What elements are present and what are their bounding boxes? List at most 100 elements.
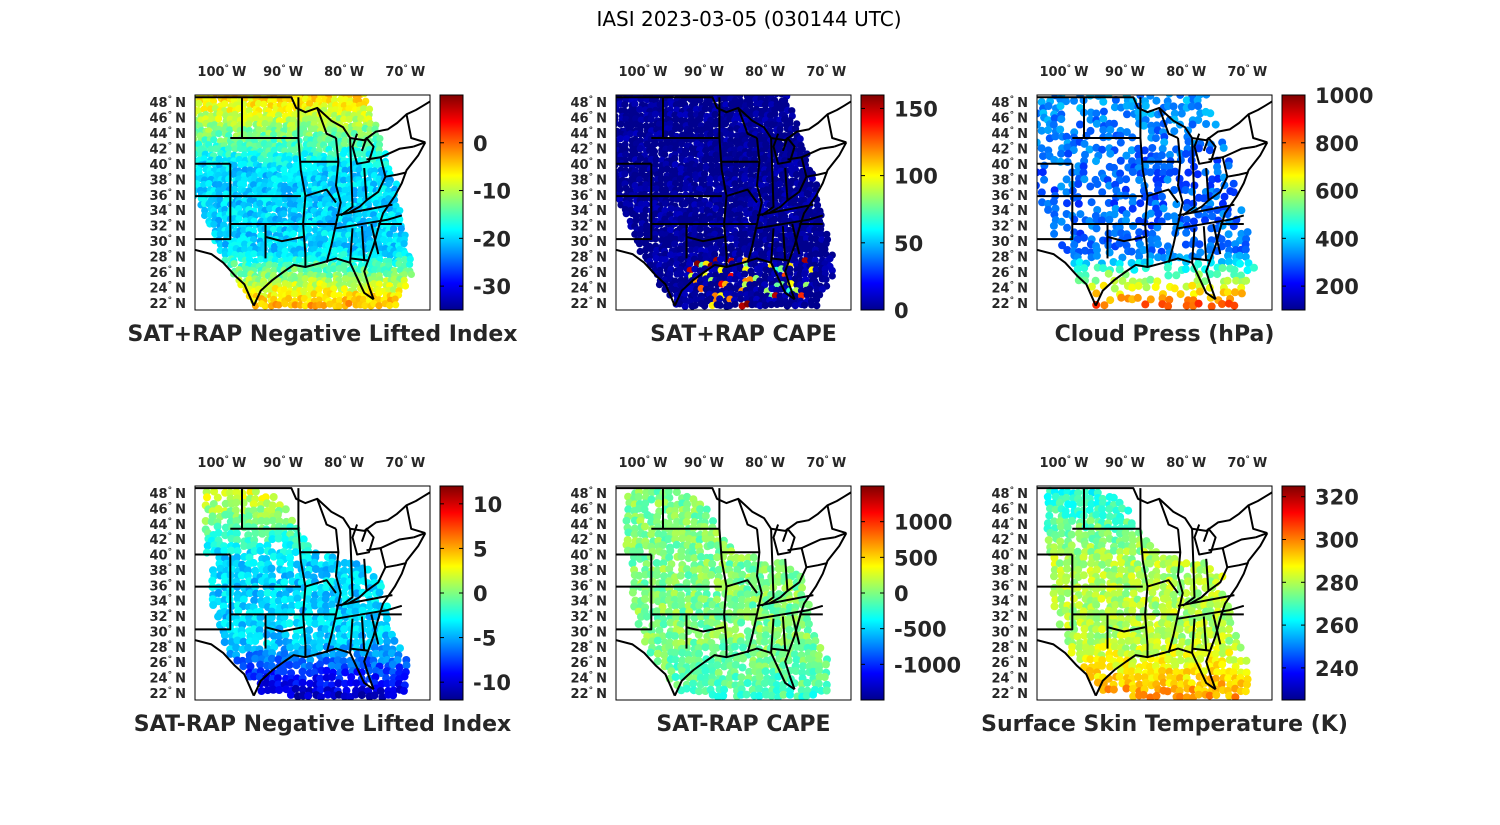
data-point [286, 571, 295, 579]
data-point [203, 541, 212, 550]
border-line [761, 137, 775, 217]
data-point [249, 558, 258, 567]
data-point [345, 115, 353, 123]
data-point [275, 155, 283, 163]
data-point [268, 501, 277, 510]
data-point [200, 155, 208, 163]
data-point [1158, 192, 1166, 201]
lat-tick-label: 38° N [150, 172, 186, 188]
data-point [246, 662, 255, 671]
data-point [1236, 259, 1244, 268]
data-point [320, 301, 328, 310]
colorbar-tick-label: 400 [1315, 227, 1359, 251]
data-point [1159, 168, 1168, 177]
data-point [375, 302, 383, 310]
data-point [250, 672, 259, 681]
data-point [232, 488, 241, 497]
data-point [340, 115, 348, 123]
data-point [647, 518, 656, 527]
data-point [736, 205, 744, 213]
data-point [801, 270, 809, 278]
border-line [768, 168, 789, 215]
data-point [682, 111, 690, 119]
data-point [1116, 138, 1125, 147]
data-point [206, 170, 215, 178]
data-point [237, 631, 246, 640]
data-point [195, 135, 198, 143]
border-line [316, 107, 337, 139]
data-point [220, 546, 229, 555]
data-point [246, 161, 254, 169]
lat-tick-label: 28° N [150, 250, 186, 266]
lat-tick-label: 22° N [992, 296, 1028, 312]
data-point [747, 290, 756, 298]
data-point [1201, 216, 1209, 225]
data-point [326, 271, 334, 280]
data-point [213, 522, 222, 531]
data-point [828, 272, 836, 280]
data-point [652, 156, 660, 164]
data-point [240, 226, 248, 235]
data-point [341, 266, 349, 274]
border-line [195, 639, 255, 697]
data-point [366, 119, 374, 128]
data-point [1040, 175, 1049, 184]
data-point [696, 96, 704, 104]
data-point [1194, 299, 1203, 308]
data-point [215, 155, 223, 163]
data-point [240, 542, 248, 550]
data-point [299, 535, 308, 544]
data-point [251, 487, 260, 496]
data-point [647, 102, 655, 110]
data-point [265, 261, 273, 269]
data-point [245, 656, 254, 665]
data-point [624, 528, 633, 537]
data-point [321, 625, 330, 634]
data-point [211, 211, 219, 219]
data-point [822, 250, 830, 258]
data-point [335, 291, 343, 299]
data-point [1105, 215, 1114, 224]
colorbar-tick-label: 150 [894, 97, 938, 121]
data-point [664, 535, 673, 543]
lon-tick-label: 90° W [1105, 64, 1145, 80]
data-point [262, 673, 271, 682]
data-point [1063, 143, 1072, 152]
data-point [796, 135, 804, 143]
data-point [215, 115, 223, 123]
colorbar-tick-label: 50 [894, 232, 923, 256]
data-point [301, 150, 309, 158]
data-point [1139, 121, 1148, 130]
data-point [268, 649, 276, 658]
data-point [392, 301, 400, 309]
border-line [791, 223, 801, 255]
data-point [251, 566, 260, 575]
data-point [268, 535, 277, 544]
data-point [1081, 150, 1089, 159]
border-line [1037, 196, 1074, 241]
data-point [1106, 125, 1115, 134]
data-point [290, 265, 298, 273]
data-point [351, 690, 360, 699]
data-point [1091, 276, 1100, 285]
data-point [275, 117, 283, 125]
lon-tick-label: 90° W [263, 64, 303, 80]
border-line [340, 528, 354, 607]
data-point [232, 498, 241, 507]
lat-tick-label: 30° N [571, 234, 607, 250]
data-point [290, 146, 298, 154]
panel-4: 100° W 90° W 80° W 70° W48° N46° N44° N42° N40° N38°… [134, 455, 511, 737]
data-point [317, 607, 325, 616]
lat-tick-label: 32° N [571, 219, 607, 235]
data-point [672, 180, 680, 188]
data-point [622, 210, 630, 218]
data-point [677, 270, 685, 278]
data-point [387, 649, 396, 658]
data-point [249, 500, 258, 509]
data-point [1159, 204, 1168, 213]
data-point [1177, 109, 1186, 118]
data-point [1224, 230, 1233, 239]
border-line [335, 214, 403, 230]
data-point [682, 211, 690, 219]
data-point [696, 115, 704, 123]
